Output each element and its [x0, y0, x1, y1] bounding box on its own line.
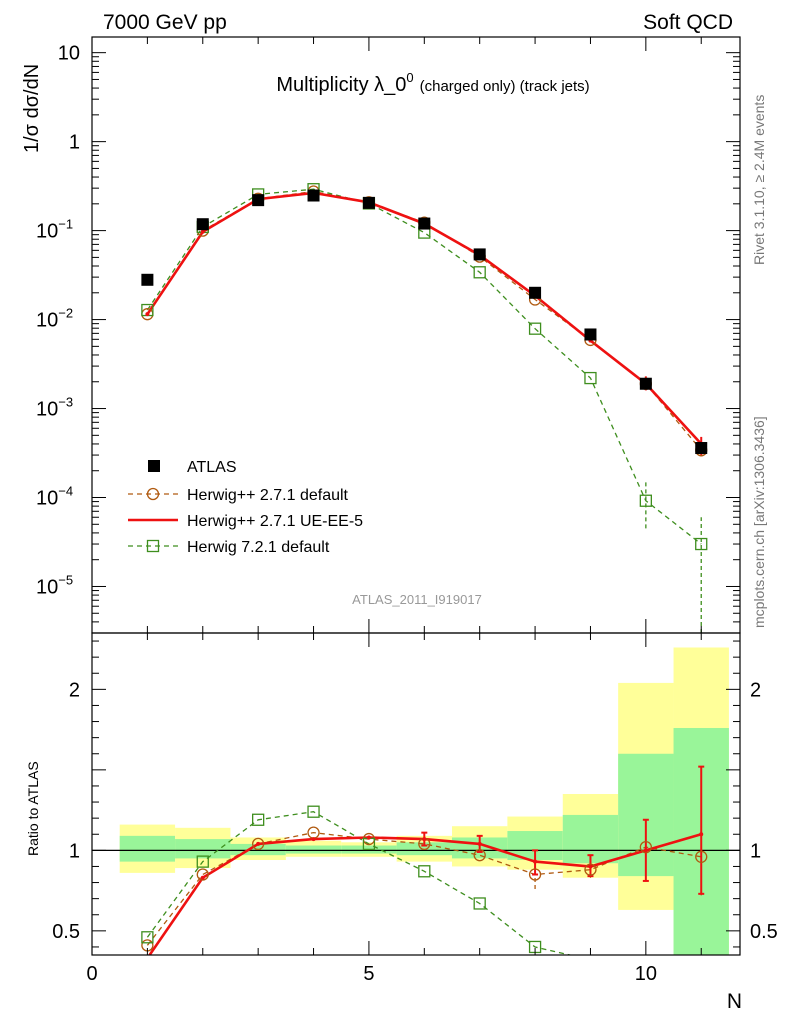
main-y-tick-label: 10: [58, 43, 80, 65]
ratio-data-point: [418, 865, 431, 878]
x-tick-label: 5: [363, 963, 374, 985]
ratio-data-point: [695, 850, 708, 863]
ratio-data-point: [422, 837, 427, 842]
ratio-data-point: [477, 841, 482, 846]
ratio-data-point: [252, 837, 265, 851]
main-panel: 10 1 10−1 10−2 10−3 10−4 10−5 Multiplicity λ_0…: [21, 36, 741, 634]
main-data-point: [418, 217, 431, 230]
ratio-data-point: [643, 848, 648, 853]
ratio-data-point: [588, 864, 593, 869]
legend: ATLAS Herwig++ 2.7.1 default Herwig++ 2.7.…: [128, 459, 363, 556]
main-y-axis-label: 1/σ dσ/dN: [21, 64, 43, 153]
main-data-point: [473, 266, 486, 279]
legend-label: Herwig++ 2.7.1 UE-EE-5: [187, 513, 363, 530]
mcplots-label: mcplots.cern.ch [arXiv:1306.3436]: [751, 416, 767, 628]
header-left: 7000 GeV pp: [103, 11, 227, 34]
ratio-frame: [91, 632, 741, 956]
main-y-tick-label: 10−4: [36, 484, 73, 510]
ratio-series-line: [146, 811, 573, 955]
ratio-data-point: [533, 859, 538, 864]
ratio-data-point: [196, 855, 209, 868]
ratio-data-point: [311, 837, 316, 842]
ratio-y-tick-label: 0.5: [750, 921, 778, 943]
ratio-y-tick-label: 1: [750, 840, 761, 862]
ratio-band-green: [175, 839, 231, 859]
ratio-y-tick-label: 2: [69, 679, 80, 701]
x-axis-label: N: [727, 990, 742, 1013]
ratio-y-axis-label: Ratio to ATLAS: [25, 761, 41, 856]
ratio-data-point: [473, 897, 486, 910]
ratio-band-green: [285, 845, 342, 854]
ratio-y-tick-label: 1: [69, 840, 80, 862]
main-series-line: [146, 190, 702, 451]
ratio-data-point: [584, 863, 597, 876]
main-data-point: [639, 494, 652, 507]
main-y-tick-label: 10−3: [36, 395, 73, 421]
ratio-data-point: [252, 813, 265, 826]
ratio-data-point: [256, 841, 261, 846]
ratio-band-green: [119, 835, 176, 862]
x-tick-label: 10: [635, 963, 657, 985]
main-data-point: [196, 218, 209, 231]
ratio-data-point: [699, 832, 704, 837]
main-y-tick-label: 1: [69, 132, 80, 154]
main-y-tick-label: 10−2: [36, 306, 73, 332]
legend-marker: [148, 460, 160, 472]
main-data-point: [639, 377, 652, 390]
ratio-panel: 0.5 0.5 1 1 2 2 0 5 10 Ratio to ATLAS N: [25, 632, 778, 1013]
main-data-point: [307, 189, 320, 202]
main-data-point: [529, 286, 542, 299]
ratio-data-point: [307, 805, 320, 818]
ratio-y-tick-label: 0.5: [52, 921, 80, 943]
legend-label: ATLAS: [187, 459, 237, 476]
ratio-data-point: [200, 875, 205, 880]
main-series-line: [146, 191, 703, 445]
ratio-data-point: [473, 849, 486, 862]
rivet-label: Rivet 3.1.10, ≥ 2.4M events: [751, 95, 767, 265]
main-title-small: (charged only) (track jets): [420, 78, 590, 95]
legend-marker: [146, 487, 160, 501]
ratio-data-point: [366, 835, 371, 840]
main-data-point: [362, 196, 375, 209]
main-data-point: [145, 312, 150, 317]
main-data-point: [473, 248, 486, 261]
watermark: ATLAS_2011_I919017: [352, 592, 482, 607]
main-data-point: [695, 537, 708, 551]
ratio-data-point: [196, 868, 209, 881]
main-title-text: Multiplicity λ_0: [276, 74, 406, 96]
main-title: Multiplicity λ_00 (charged only) (track j…: [276, 70, 589, 96]
main-title-superscript: 0: [406, 70, 413, 85]
main-data-point: [695, 442, 708, 455]
main-data-point: [200, 229, 205, 234]
ratio-band-green: [396, 842, 452, 856]
ratio-data-point: [528, 868, 542, 881]
legend-label: Herwig 7.2.1 default: [187, 539, 330, 556]
legend-marker: [146, 539, 160, 553]
header-right: Soft QCD: [643, 11, 733, 34]
main-data-point: [584, 371, 597, 385]
ratio-y-tick-label: 2: [750, 679, 761, 701]
legend-label: Herwig++ 2.7.1 default: [187, 487, 349, 504]
main-series-line: [146, 188, 702, 545]
ratio-series-group: [141, 765, 708, 955]
ratio-data-point: [639, 840, 652, 854]
main-data-point: [528, 322, 542, 335]
main-y-tick-label: 10−5: [36, 572, 73, 598]
main-data-point: [141, 273, 154, 286]
x-tick-label: 0: [86, 963, 97, 985]
ratio-data-point: [141, 931, 154, 944]
main-y-tick-label: 10−1: [36, 217, 73, 243]
main-data-point: [252, 194, 265, 207]
main-data-point: [584, 328, 597, 341]
